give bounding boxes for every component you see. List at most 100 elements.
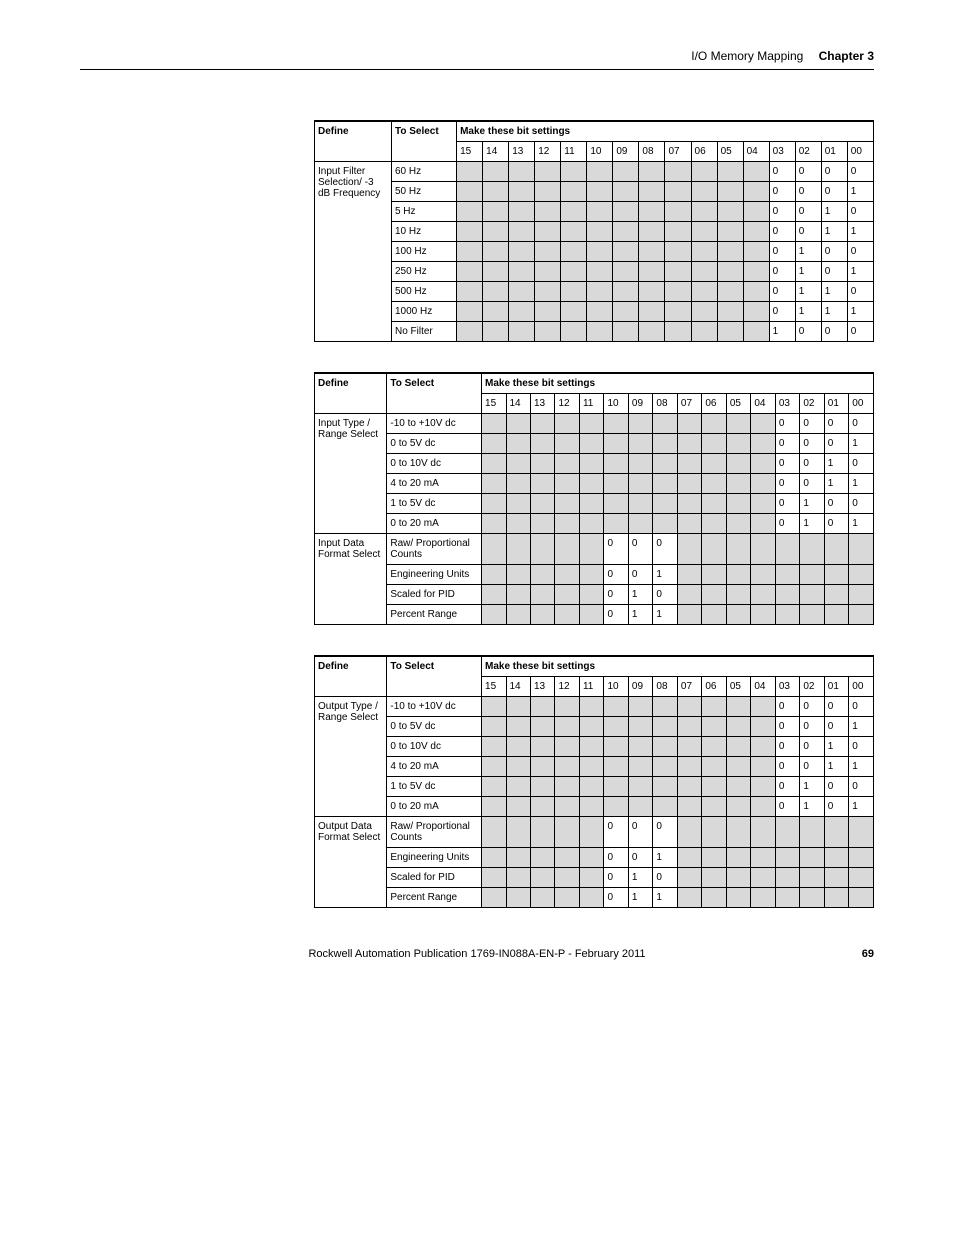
bit-cell: [579, 605, 603, 625]
bit-cell: [677, 434, 701, 454]
bit-cell: [800, 534, 824, 565]
select-label: 1 to 5V dc: [387, 494, 482, 514]
table-row: No Filter1000: [315, 322, 874, 342]
bit-header-cell: 09: [613, 142, 639, 162]
bit-cell: [506, 605, 530, 625]
bit-cell: [775, 565, 799, 585]
bit-cell: [457, 282, 483, 302]
bit-cell: [604, 414, 628, 434]
bit-cell: [849, 868, 874, 888]
bit-cell: [555, 474, 579, 494]
bit-cell: [702, 474, 726, 494]
bit-cell: [691, 222, 717, 242]
bit-cell: [717, 162, 743, 182]
bit-cell: [717, 282, 743, 302]
bit-cell: [613, 222, 639, 242]
bit-cell: [726, 474, 750, 494]
bit-cell: [604, 494, 628, 514]
bit-header-cell: 03: [775, 394, 799, 414]
bit-cell: [483, 202, 509, 222]
bit-cell: 0: [604, 585, 628, 605]
bit-cell: [665, 282, 691, 302]
bit-cell: [677, 757, 701, 777]
bit-cell: [613, 242, 639, 262]
bit-cell: [483, 302, 509, 322]
bit-cell: [717, 202, 743, 222]
bit-cell: [849, 565, 874, 585]
bit-cell: [726, 534, 750, 565]
table-row: 0 to 5V dc0001: [315, 717, 874, 737]
bit-header-cell: 04: [743, 142, 769, 162]
bit-cell: [482, 454, 506, 474]
bit-cell: [457, 182, 483, 202]
bit-cell: 0: [821, 162, 847, 182]
bit-cell: [677, 817, 701, 848]
bit-cell: [665, 262, 691, 282]
define-header: Define: [315, 656, 387, 697]
bit-cell: 0: [800, 454, 824, 474]
bit-cell: [555, 868, 579, 888]
bit-cell: 1: [849, 797, 874, 817]
bit-cell: [751, 797, 775, 817]
select-label: 0 to 20 mA: [387, 514, 482, 534]
bit-cell: [702, 514, 726, 534]
bit-cell: [530, 514, 554, 534]
bit-cell: [561, 302, 587, 322]
bit-cell: [555, 534, 579, 565]
bit-cell: [506, 585, 530, 605]
bit-cell: 1: [795, 302, 821, 322]
bit-header-cell: 13: [509, 142, 535, 162]
bit-cell: 1: [628, 868, 652, 888]
bit-cell: [751, 888, 775, 908]
bit-cell: [628, 697, 652, 717]
bit-cell: [653, 717, 677, 737]
bit-cell: [579, 717, 603, 737]
bit-cell: [482, 585, 506, 605]
bit-cell: [482, 848, 506, 868]
bit-header-cell: 00: [847, 142, 873, 162]
bit-cell: [677, 565, 701, 585]
bit-cell: [530, 605, 554, 625]
bit-cell: [702, 414, 726, 434]
to-select-header: To Select: [387, 656, 482, 697]
settings-header: Make these bit settings: [482, 656, 874, 677]
bit-cell: 1: [847, 222, 873, 242]
bit-cell: [530, 817, 554, 848]
bit-cell: [677, 474, 701, 494]
bit-cell: [506, 868, 530, 888]
bit-cell: 1: [800, 514, 824, 534]
bit-cell: [555, 565, 579, 585]
bit-cell: 1: [653, 848, 677, 868]
bit-cell: 0: [849, 777, 874, 797]
bit-cell: [509, 282, 535, 302]
bit-cell: 0: [847, 282, 873, 302]
bit-cell: [604, 757, 628, 777]
bit-cell: 1: [628, 585, 652, 605]
header-right-block: I/O Memory Mapping Chapter 3: [691, 49, 874, 63]
table-row: Engineering Units001: [315, 565, 874, 585]
bit-cell: [702, 454, 726, 474]
bit-header-cell: 01: [821, 142, 847, 162]
bit-cell: 0: [769, 282, 795, 302]
bit-cell: [639, 242, 665, 262]
table-row: 5 Hz0010: [315, 202, 874, 222]
bit-header-cell: 11: [579, 394, 603, 414]
bit-cell: 0: [653, 585, 677, 605]
define-header: Define: [315, 373, 387, 414]
bit-cell: [702, 434, 726, 454]
table-row: Output Data Format SelectRaw/ Proportion…: [315, 817, 874, 848]
bit-cell: [726, 737, 750, 757]
bit-cell: 0: [769, 182, 795, 202]
chapter-label: Chapter 3: [819, 49, 874, 63]
bit-header-cell: 03: [775, 677, 799, 697]
bit-cell: [800, 848, 824, 868]
select-label: 60 Hz: [391, 162, 456, 182]
bit-cell: [579, 817, 603, 848]
bit-header-cell: 00: [849, 394, 874, 414]
bit-cell: [482, 697, 506, 717]
bit-cell: 0: [775, 717, 799, 737]
bit-cell: [665, 202, 691, 222]
bit-cell: [530, 414, 554, 434]
bit-cell: [726, 494, 750, 514]
bit-cell: [555, 737, 579, 757]
